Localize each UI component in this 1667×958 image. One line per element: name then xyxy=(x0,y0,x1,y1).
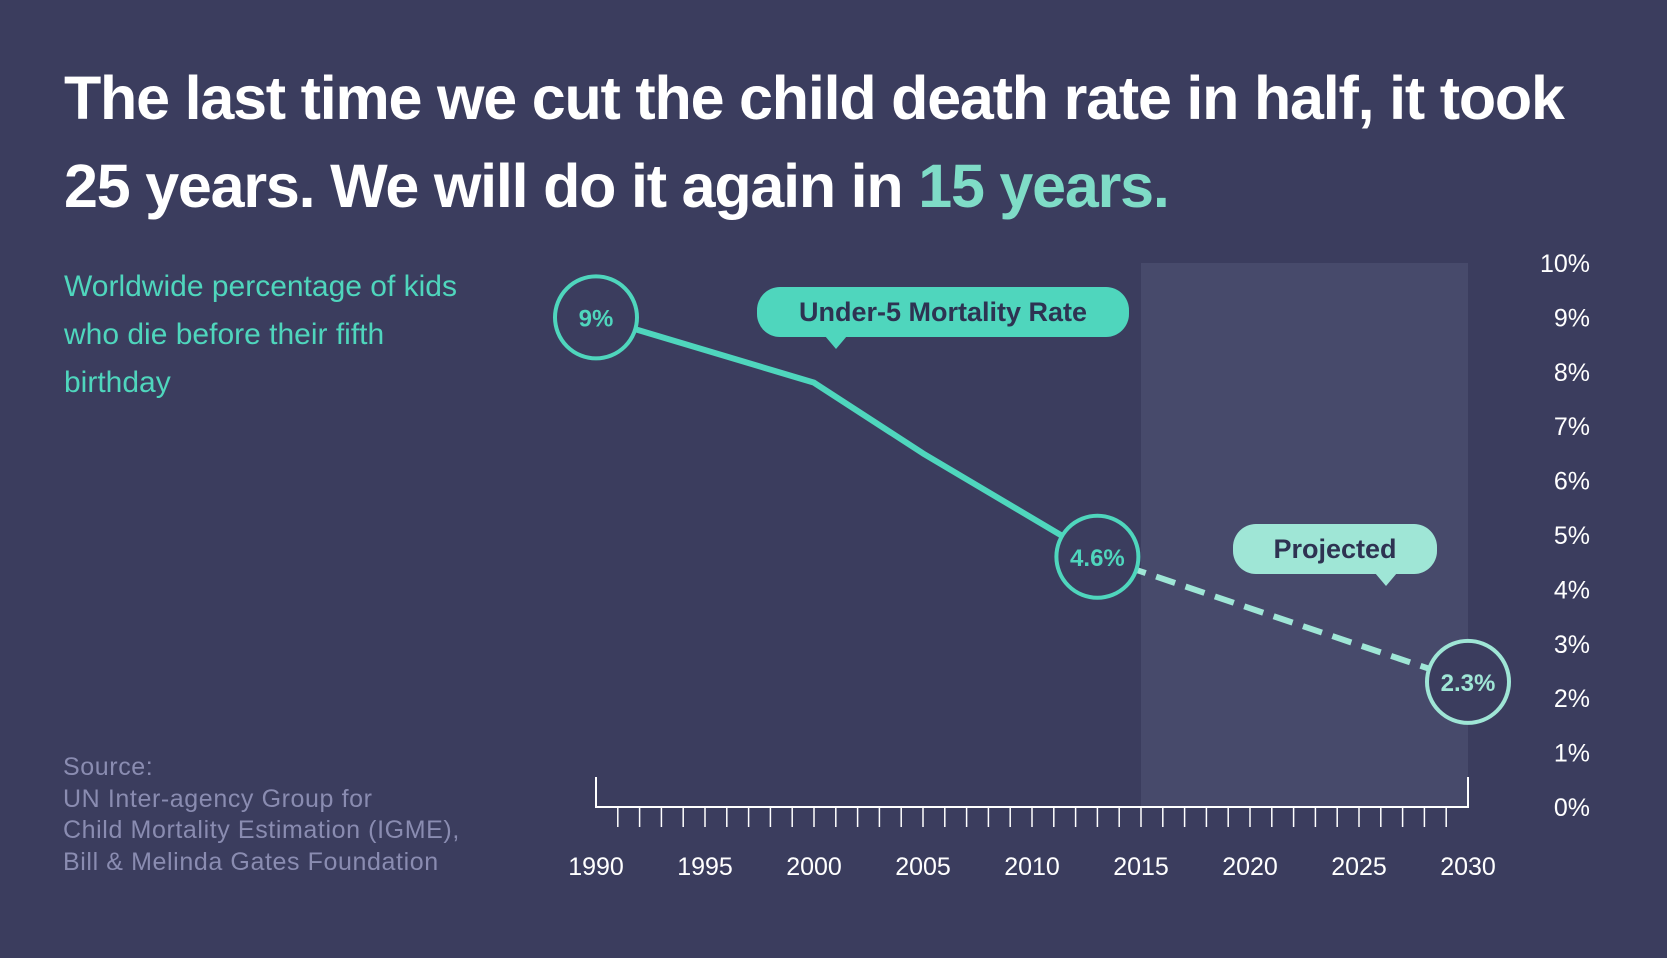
chart-subtitle: Worldwide percentage of kids who die bef… xyxy=(64,270,457,399)
source-label: Source: xyxy=(63,753,154,781)
x-tick-label: 2015 xyxy=(1113,853,1169,881)
data-point-circle xyxy=(1425,638,1511,725)
y-tick-label: 4% xyxy=(1554,576,1590,604)
y-tick-label: 8% xyxy=(1554,359,1590,387)
x-tick-label: 1995 xyxy=(677,853,733,881)
x-tick-label: 2030 xyxy=(1440,853,1496,881)
series-line-actual xyxy=(593,314,1101,560)
source-line-1: UN Inter-agency Group for xyxy=(63,784,373,813)
x-tick-label: 2025 xyxy=(1331,853,1387,881)
y-tick-label: 10% xyxy=(1540,250,1590,278)
y-tick-label: 3% xyxy=(1554,631,1590,659)
x-tick-label: 2010 xyxy=(1004,853,1060,881)
source-note: Source: UN Inter-agency Group for Child … xyxy=(63,752,543,878)
data-point-circle xyxy=(1054,513,1141,600)
data-point-label: 2.3% xyxy=(1441,670,1496,697)
y-tick-label: 6% xyxy=(1554,468,1590,496)
y-tick-label: 9% xyxy=(1554,304,1590,332)
headline: The last time we cut the child death rat… xyxy=(64,54,1624,230)
y-tick-label: 7% xyxy=(1554,413,1590,441)
x-tick-label: 2005 xyxy=(895,853,951,881)
y-tick-label: 2% xyxy=(1554,685,1590,713)
data-point-circle xyxy=(553,274,639,361)
data-point-label: 4.6% xyxy=(1070,545,1125,572)
callout-projected-label: Projected xyxy=(1273,534,1396,564)
callout-under5-bubble xyxy=(757,287,1129,337)
source-line-2: Child Mortality Estimation (IGME), xyxy=(63,816,460,844)
y-tick-label: 1% xyxy=(1554,740,1590,768)
headline-highlight: 15 years. xyxy=(918,152,1170,220)
x-tick-label: 2000 xyxy=(786,853,842,881)
data-point-label: 9% xyxy=(579,305,614,332)
callout-under5-label: Under-5 Mortality Rate xyxy=(799,297,1087,327)
callout-projected-pointer xyxy=(1375,573,1397,586)
y-tick-label: 0% xyxy=(1554,794,1590,822)
series-line-projected xyxy=(1096,553,1469,685)
headline-text: The last time we cut the child death rat… xyxy=(64,64,1565,220)
x-tick-label: 2020 xyxy=(1222,853,1278,881)
y-tick-label: 5% xyxy=(1554,522,1590,550)
x-tick-label: 1990 xyxy=(568,853,624,881)
callout-projected-bubble xyxy=(1233,524,1437,574)
callout-under5-pointer xyxy=(825,336,847,349)
source-line-3: Bill & Melinda Gates Foundation xyxy=(63,847,439,876)
